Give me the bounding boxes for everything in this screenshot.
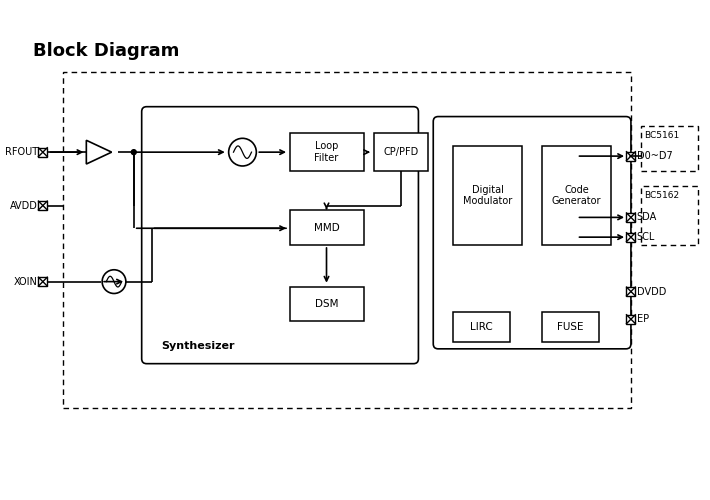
Text: CP/PFD: CP/PFD bbox=[383, 147, 418, 157]
Text: XOIN: XOIN bbox=[14, 276, 38, 286]
Text: Digital
Modulator: Digital Modulator bbox=[463, 185, 512, 206]
Text: SDA: SDA bbox=[637, 212, 657, 222]
FancyBboxPatch shape bbox=[626, 213, 635, 222]
Text: EP: EP bbox=[637, 314, 649, 324]
Text: MMD: MMD bbox=[314, 224, 339, 234]
FancyBboxPatch shape bbox=[142, 106, 418, 364]
FancyBboxPatch shape bbox=[38, 201, 48, 210]
Text: D0~D7: D0~D7 bbox=[637, 151, 672, 161]
Text: RFOUT: RFOUT bbox=[5, 147, 38, 157]
Text: Code
Generator: Code Generator bbox=[552, 185, 601, 206]
Text: SCL: SCL bbox=[637, 232, 655, 242]
Text: Block Diagram: Block Diagram bbox=[33, 42, 180, 60]
Bar bbox=[641, 126, 698, 171]
Text: Synthesizer: Synthesizer bbox=[161, 341, 235, 351]
FancyBboxPatch shape bbox=[290, 210, 364, 245]
Circle shape bbox=[131, 150, 136, 154]
Bar bbox=[641, 186, 698, 245]
FancyBboxPatch shape bbox=[453, 312, 510, 342]
Bar bbox=[62, 72, 631, 408]
Text: LIRC: LIRC bbox=[470, 322, 493, 332]
Text: AVDD: AVDD bbox=[10, 200, 38, 210]
FancyBboxPatch shape bbox=[626, 314, 635, 324]
FancyBboxPatch shape bbox=[290, 286, 364, 321]
FancyBboxPatch shape bbox=[542, 312, 599, 342]
FancyBboxPatch shape bbox=[38, 148, 48, 156]
Text: BC5161: BC5161 bbox=[644, 132, 679, 140]
FancyBboxPatch shape bbox=[626, 152, 635, 160]
Text: Loop
Filter: Loop Filter bbox=[315, 142, 339, 163]
FancyBboxPatch shape bbox=[542, 146, 611, 245]
FancyBboxPatch shape bbox=[433, 116, 631, 349]
FancyBboxPatch shape bbox=[290, 134, 364, 171]
Text: DVDD: DVDD bbox=[637, 286, 666, 296]
Text: DSM: DSM bbox=[315, 300, 338, 310]
FancyBboxPatch shape bbox=[626, 232, 635, 241]
FancyBboxPatch shape bbox=[453, 146, 523, 245]
FancyBboxPatch shape bbox=[626, 287, 635, 296]
Text: BC5162: BC5162 bbox=[644, 190, 679, 200]
FancyBboxPatch shape bbox=[374, 134, 428, 171]
Text: FUSE: FUSE bbox=[557, 322, 584, 332]
FancyBboxPatch shape bbox=[38, 277, 48, 286]
